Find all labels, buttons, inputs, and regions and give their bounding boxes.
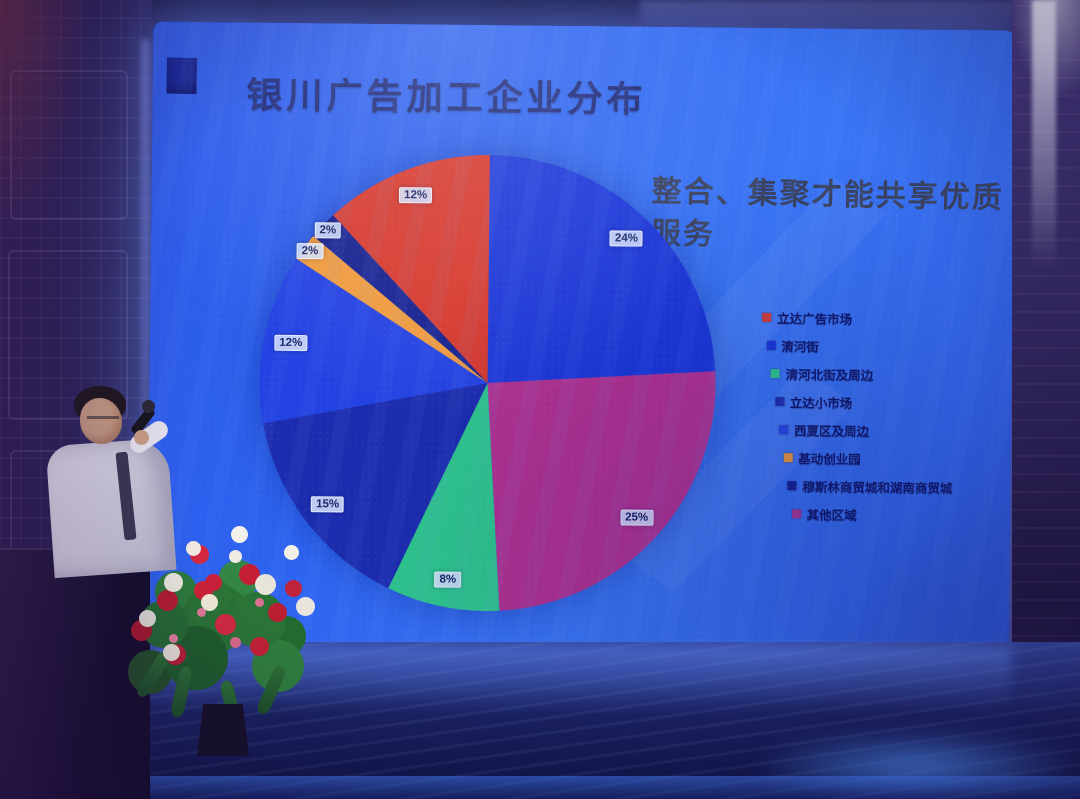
floor-edge-light — [0, 776, 1080, 799]
podium — [0, 548, 150, 799]
speaker-hand — [134, 430, 149, 445]
speaker-glasses — [87, 416, 119, 419]
wall-lamp-bloom — [1010, 0, 1080, 100]
pie-slice — [333, 155, 490, 384]
microphone-windscreen — [142, 400, 155, 413]
bouquet-leaf — [169, 665, 194, 719]
red-roses — [205, 574, 222, 591]
pie-slice — [263, 383, 488, 589]
pie-chart — [259, 155, 716, 612]
white-lilies — [229, 550, 242, 563]
pie-slice — [259, 258, 488, 424]
pink-flowers — [197, 608, 206, 617]
bouquet-leaf — [134, 648, 173, 700]
presentation-screen: 银川广告加工企业分布 整合、集聚才能共享优质服务 24%25%8%15%12%2… — [146, 21, 1016, 653]
ornate-corner-panel — [0, 0, 90, 240]
wall-frame — [10, 70, 128, 220]
speaker-person — [40, 380, 190, 579]
pie-slice — [487, 371, 716, 611]
wall-edge-glow — [141, 40, 150, 640]
pie-slice — [313, 215, 488, 384]
wall-frame — [8, 250, 128, 420]
ceiling-light — [640, 0, 1020, 30]
pie-slice — [487, 155, 716, 384]
speaker-face — [80, 398, 122, 444]
bouquet-leaf — [254, 663, 289, 717]
pie-slice — [296, 235, 488, 384]
pie-slice — [388, 383, 500, 612]
screen-floor-reflection — [150, 646, 1012, 710]
flower-stand — [197, 704, 249, 756]
flower-bouquet — [105, 488, 335, 768]
